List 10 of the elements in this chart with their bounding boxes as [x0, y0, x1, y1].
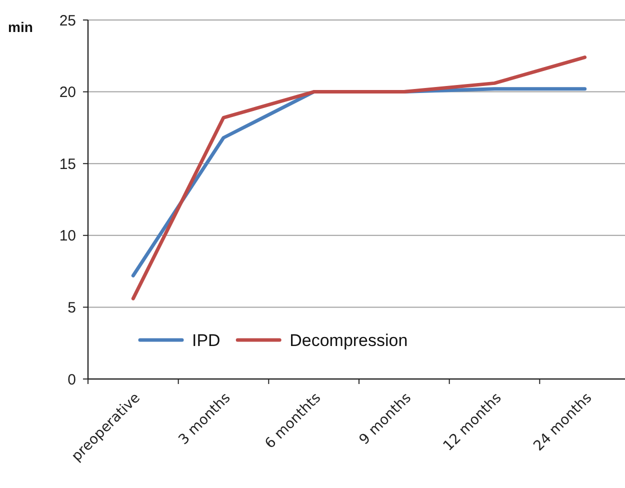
y-axis-title: min — [8, 19, 33, 35]
y-tick-label: 10 — [59, 228, 76, 245]
y-tick-label: 15 — [59, 156, 76, 173]
y-tick-label: 5 — [68, 299, 76, 316]
y-tick-label: 25 — [59, 12, 76, 30]
y-tick-label: 0 — [68, 371, 76, 388]
legend-label: Decompression — [290, 330, 408, 350]
y-tick-label: 20 — [59, 84, 76, 102]
legend-label: IPD — [192, 330, 220, 350]
line-series — [131, 56, 587, 300]
